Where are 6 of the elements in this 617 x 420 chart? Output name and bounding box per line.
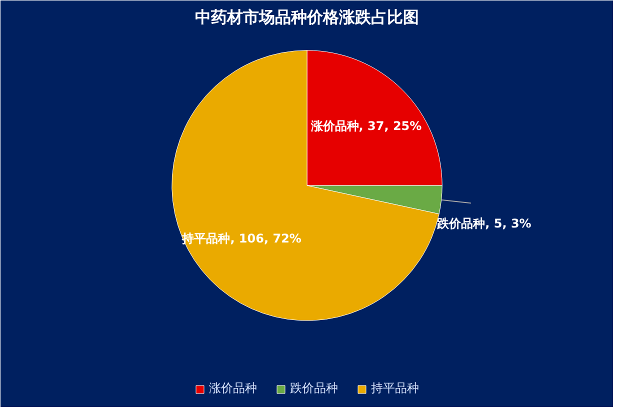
legend-label: 跌价品种: [290, 380, 338, 397]
data-label: 跌价品种, 5, 3%: [436, 216, 532, 230]
legend-label: 涨价品种: [209, 380, 257, 397]
data-label: 涨价品种, 37, 25%: [310, 118, 422, 133]
legend-label: 持平品种: [371, 380, 419, 397]
chart-title: 中药材市场品种价格涨跌占比图: [195, 8, 419, 26]
